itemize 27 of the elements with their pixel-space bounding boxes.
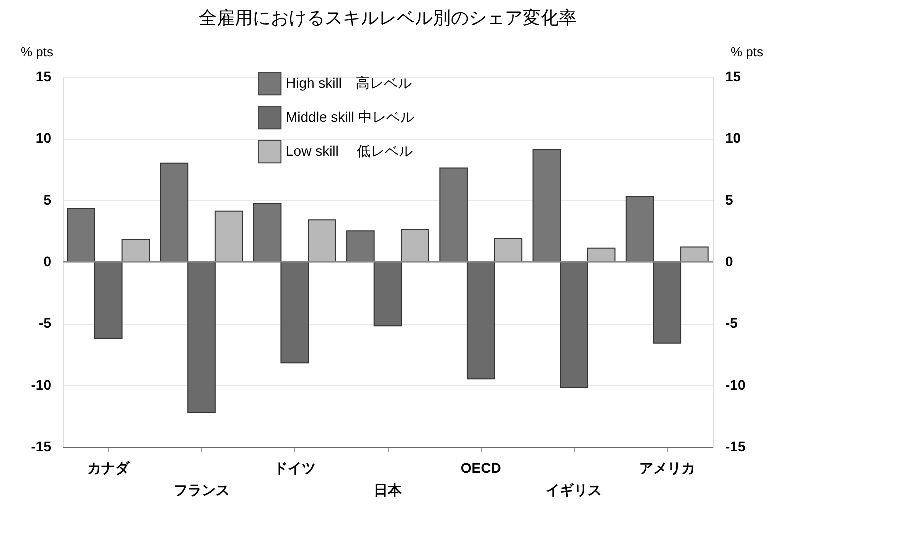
y2-tick-label: 5 <box>726 192 734 208</box>
legend-label: Low skill 低レベル <box>286 143 413 159</box>
y-tick-label: 15 <box>36 68 52 84</box>
x-tick-label: ドイツ <box>274 460 316 476</box>
y2-axis-title: % pts <box>730 44 764 60</box>
y-tick-label: 0 <box>44 254 52 270</box>
y-axis-title: % pts <box>20 44 54 60</box>
y-tick-label: 10 <box>36 130 52 146</box>
y2-tick-label: -10 <box>726 376 746 393</box>
y2-tick-label: 15 <box>726 68 742 84</box>
x-tick-label: フランス <box>174 482 230 498</box>
x-tick-label: カナダ <box>88 460 131 476</box>
y-tick-label: -10 <box>31 376 52 393</box>
legend-label: Middle skill 中レベル <box>286 109 414 125</box>
x-tick-label: アメリカ <box>639 460 696 476</box>
x-tick-label: 日本 <box>374 482 403 498</box>
x-tick-label: イギリス <box>546 482 602 498</box>
y2-tick-label: -15 <box>726 438 746 454</box>
y2-tick-label: 10 <box>726 130 742 146</box>
legend-label: High skill 高レベル <box>286 75 412 91</box>
y-tick-label: -5 <box>39 315 52 332</box>
y-tick-label: 5 <box>44 192 52 208</box>
y2-tick-label: 0 <box>726 254 734 270</box>
chart-title: 全雇用におけるスキルレベル別のシェア変化率 <box>199 8 577 28</box>
x-tick-label: OECD <box>460 460 502 476</box>
y2-tick-label: -5 <box>726 315 738 332</box>
y-tick-label: -15 <box>31 438 52 454</box>
